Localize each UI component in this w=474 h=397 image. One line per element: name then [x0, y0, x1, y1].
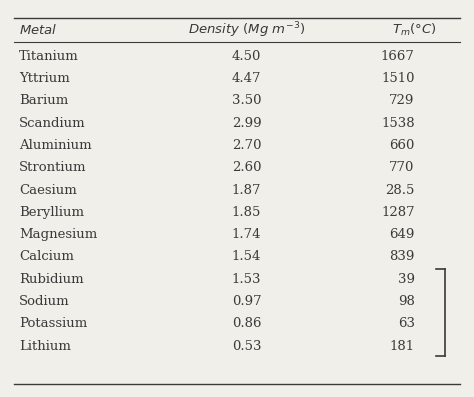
Text: 98: 98 [398, 295, 415, 308]
Text: 1538: 1538 [381, 117, 415, 130]
Text: 0.86: 0.86 [232, 317, 261, 330]
Text: Yttrium: Yttrium [19, 72, 70, 85]
Text: Magnesium: Magnesium [19, 228, 97, 241]
Text: 28.5: 28.5 [385, 183, 415, 197]
Text: Scandium: Scandium [19, 117, 86, 130]
Text: Rubidium: Rubidium [19, 273, 83, 286]
Text: 1510: 1510 [381, 72, 415, 85]
Text: 1.53: 1.53 [232, 273, 261, 286]
Text: Barium: Barium [19, 94, 68, 108]
Text: 2.60: 2.60 [232, 161, 261, 174]
Text: 3.50: 3.50 [232, 94, 261, 108]
Text: 63: 63 [398, 317, 415, 330]
Text: $\mathit{Density\ (Mg\ m^{-3})}$: $\mathit{Density\ (Mg\ m^{-3})}$ [188, 20, 305, 40]
Text: Titanium: Titanium [19, 50, 79, 63]
Text: $\mathit{Metal}$: $\mathit{Metal}$ [19, 23, 57, 37]
Text: 1.74: 1.74 [232, 228, 261, 241]
Text: 1.85: 1.85 [232, 206, 261, 219]
Text: 1287: 1287 [381, 206, 415, 219]
Text: 1.54: 1.54 [232, 251, 261, 264]
Text: Beryllium: Beryllium [19, 206, 84, 219]
Text: 1667: 1667 [381, 50, 415, 63]
Text: Potassium: Potassium [19, 317, 87, 330]
Text: 0.97: 0.97 [232, 295, 261, 308]
Text: 4.47: 4.47 [232, 72, 261, 85]
Text: Calcium: Calcium [19, 251, 74, 264]
Text: 181: 181 [390, 339, 415, 353]
Text: 1.87: 1.87 [232, 183, 261, 197]
Text: Sodium: Sodium [19, 295, 70, 308]
Text: $\mathit{T_m}$$\mathit{(°C)}$: $\mathit{T_m}$$\mathit{(°C)}$ [392, 22, 437, 38]
Text: 4.50: 4.50 [232, 50, 261, 63]
Text: 839: 839 [389, 251, 415, 264]
Text: 660: 660 [389, 139, 415, 152]
Text: 2.99: 2.99 [232, 117, 261, 130]
Text: 0.53: 0.53 [232, 339, 261, 353]
Text: 2.70: 2.70 [232, 139, 261, 152]
Text: Aluminium: Aluminium [19, 139, 91, 152]
Text: 649: 649 [389, 228, 415, 241]
Text: 770: 770 [389, 161, 415, 174]
Text: Lithium: Lithium [19, 339, 71, 353]
Text: Caesium: Caesium [19, 183, 77, 197]
Text: 39: 39 [398, 273, 415, 286]
Text: Strontium: Strontium [19, 161, 86, 174]
Text: 729: 729 [389, 94, 415, 108]
